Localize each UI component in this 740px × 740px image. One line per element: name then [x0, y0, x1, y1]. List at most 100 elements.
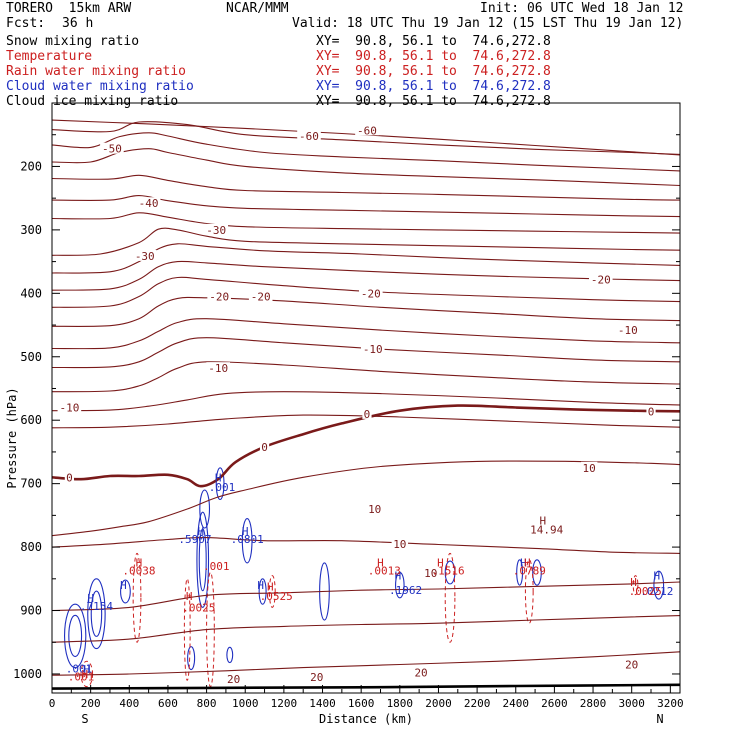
cloud-water-contour — [64, 603, 87, 669]
temperature-label: -20 — [361, 287, 381, 300]
cloud-water-maximum-label: H — [395, 570, 402, 583]
label-bg — [136, 197, 161, 209]
label-bg — [207, 290, 231, 302]
cloud-water-contour — [395, 571, 405, 599]
y-tick-label: 600 — [20, 413, 42, 427]
label-bg — [225, 673, 242, 685]
x-tick-label: 3000 — [618, 697, 645, 710]
y-tick-label: 300 — [20, 223, 42, 237]
temperature-contour — [51, 195, 681, 218]
x-tick-label: 2600 — [541, 697, 568, 710]
temperature-contour — [51, 174, 681, 201]
plot-frame — [51, 102, 681, 694]
y-tick-label: 200 — [20, 159, 42, 173]
field-cloudwater-name: Cloud water mixing ratio — [6, 79, 194, 94]
temperature-contour — [51, 260, 681, 291]
label-bg — [100, 142, 124, 154]
y-tick-label: 500 — [20, 350, 42, 364]
rain-maximum-label: H — [437, 556, 444, 569]
cloud-water-maximum-label: .001 — [209, 481, 236, 494]
x-tick-label: 3200 — [657, 697, 684, 710]
rain-water-contour — [632, 575, 639, 596]
cloud-water-maximum-label: .1962 — [389, 584, 422, 597]
fcst-label: Fcst: — [6, 16, 46, 31]
cloud-water-maximum-label: .0801 — [231, 533, 264, 546]
rain-water-contour — [444, 552, 456, 643]
label-bg — [616, 324, 640, 336]
model-title: TORERO 15km ARW — [6, 1, 132, 16]
temperature-contour — [51, 460, 681, 537]
temperature-contour — [51, 414, 681, 429]
cloud-water-maximum-label: H — [653, 570, 660, 583]
cloud-water-maximum-label: H — [87, 592, 94, 605]
rain-maximum-label: .0025 — [629, 585, 662, 598]
temperature-contour — [51, 391, 681, 412]
temperature-contour — [51, 121, 681, 155]
x-tick-label: 400 — [119, 697, 139, 710]
temperature-contour — [51, 318, 681, 350]
cloud-water-maximum-label: .001 — [66, 662, 93, 675]
temperature-contour — [51, 361, 681, 393]
label-bg — [204, 223, 229, 235]
rain-maximum-label: H — [377, 556, 384, 569]
cloud-water-maximum-label: .7154 — [80, 600, 113, 613]
temperature-label: -10 — [618, 324, 638, 337]
rain-water-contour — [183, 578, 191, 681]
cloud-water-maximum-label: .0212 — [640, 585, 673, 598]
rain-maximum-label: H — [186, 590, 193, 603]
x-tick-label: 800 — [197, 697, 217, 710]
rain-maximum-label: H — [82, 668, 89, 681]
cloud-water-maximum-label: H — [257, 579, 264, 592]
temperature-label: -60 — [357, 124, 377, 137]
cloud-water-contour — [258, 578, 267, 605]
cloud-water-contour — [516, 559, 524, 586]
ground-line — [51, 683, 681, 690]
south-end-label: S — [81, 712, 88, 726]
label-bg — [580, 461, 598, 473]
rain-maximum-label: .001 — [203, 560, 230, 573]
temperature-label: 20 — [310, 671, 323, 684]
y-tick-label: 1000 — [13, 667, 42, 681]
y-tick-label: 900 — [20, 604, 42, 618]
rain-water-contour — [80, 660, 94, 688]
x-tick-label: 0 — [49, 697, 56, 710]
x-axis-title: Distance (km) — [319, 712, 413, 726]
label-bg — [308, 671, 325, 683]
rain-water-contour — [524, 559, 534, 624]
rain-maximum-label: H — [524, 556, 531, 569]
cloud-water-contours — [64, 467, 665, 671]
temperature-label: 20 — [625, 658, 638, 671]
cloud-water-contour — [198, 528, 207, 592]
cloud-water-maximum-label: .5907 — [178, 533, 211, 546]
contour-labels: -60 -60 -50 -40 -30 -30 -20 -20 -20 -20 -10 -10 -10 -… — [57, 124, 673, 686]
cloud-water-maximum-label: H — [215, 471, 222, 484]
field-snow-name: Snow mixing ratio — [6, 34, 140, 49]
label-bg — [57, 401, 82, 413]
x-tick-label: 2000 — [425, 697, 452, 710]
north-end-label: N — [656, 712, 663, 726]
label-bg — [297, 129, 321, 141]
rain-maximum-label: H — [136, 556, 143, 569]
temperature-label: -10 — [208, 362, 228, 375]
temperature-label: 0 — [66, 471, 73, 484]
temperature-contour — [51, 651, 681, 676]
x-tick-label: 200 — [81, 697, 101, 710]
label-bg — [588, 273, 613, 285]
field-rain-name: Rain water mixing ratio — [6, 64, 187, 79]
x-tick-label: 1200 — [271, 697, 298, 710]
x-tick-label: 2800 — [580, 697, 607, 710]
cloud-water-maximum-label: H — [197, 525, 204, 538]
field-temp-name: Temperature — [6, 49, 93, 64]
temperature-label: -40 — [139, 197, 159, 210]
field-cloudice-name: Cloud ice mixing ratio — [6, 94, 179, 109]
temperature-label: -10 — [59, 402, 79, 415]
temperature-label: 0 — [261, 441, 268, 454]
field-cloudice-xy: XY= 90.8, 56.1 to 74.6,272.8 — [316, 94, 551, 109]
cloud-water-contour — [68, 614, 83, 658]
cloud-water-contour — [187, 646, 196, 671]
temperature-label: -60 — [299, 130, 319, 143]
cloud-water-contour — [87, 578, 106, 650]
y-tick-label: 800 — [20, 540, 42, 554]
freezing-level-contour — [51, 404, 681, 488]
temperature-label: 20 — [414, 667, 427, 680]
